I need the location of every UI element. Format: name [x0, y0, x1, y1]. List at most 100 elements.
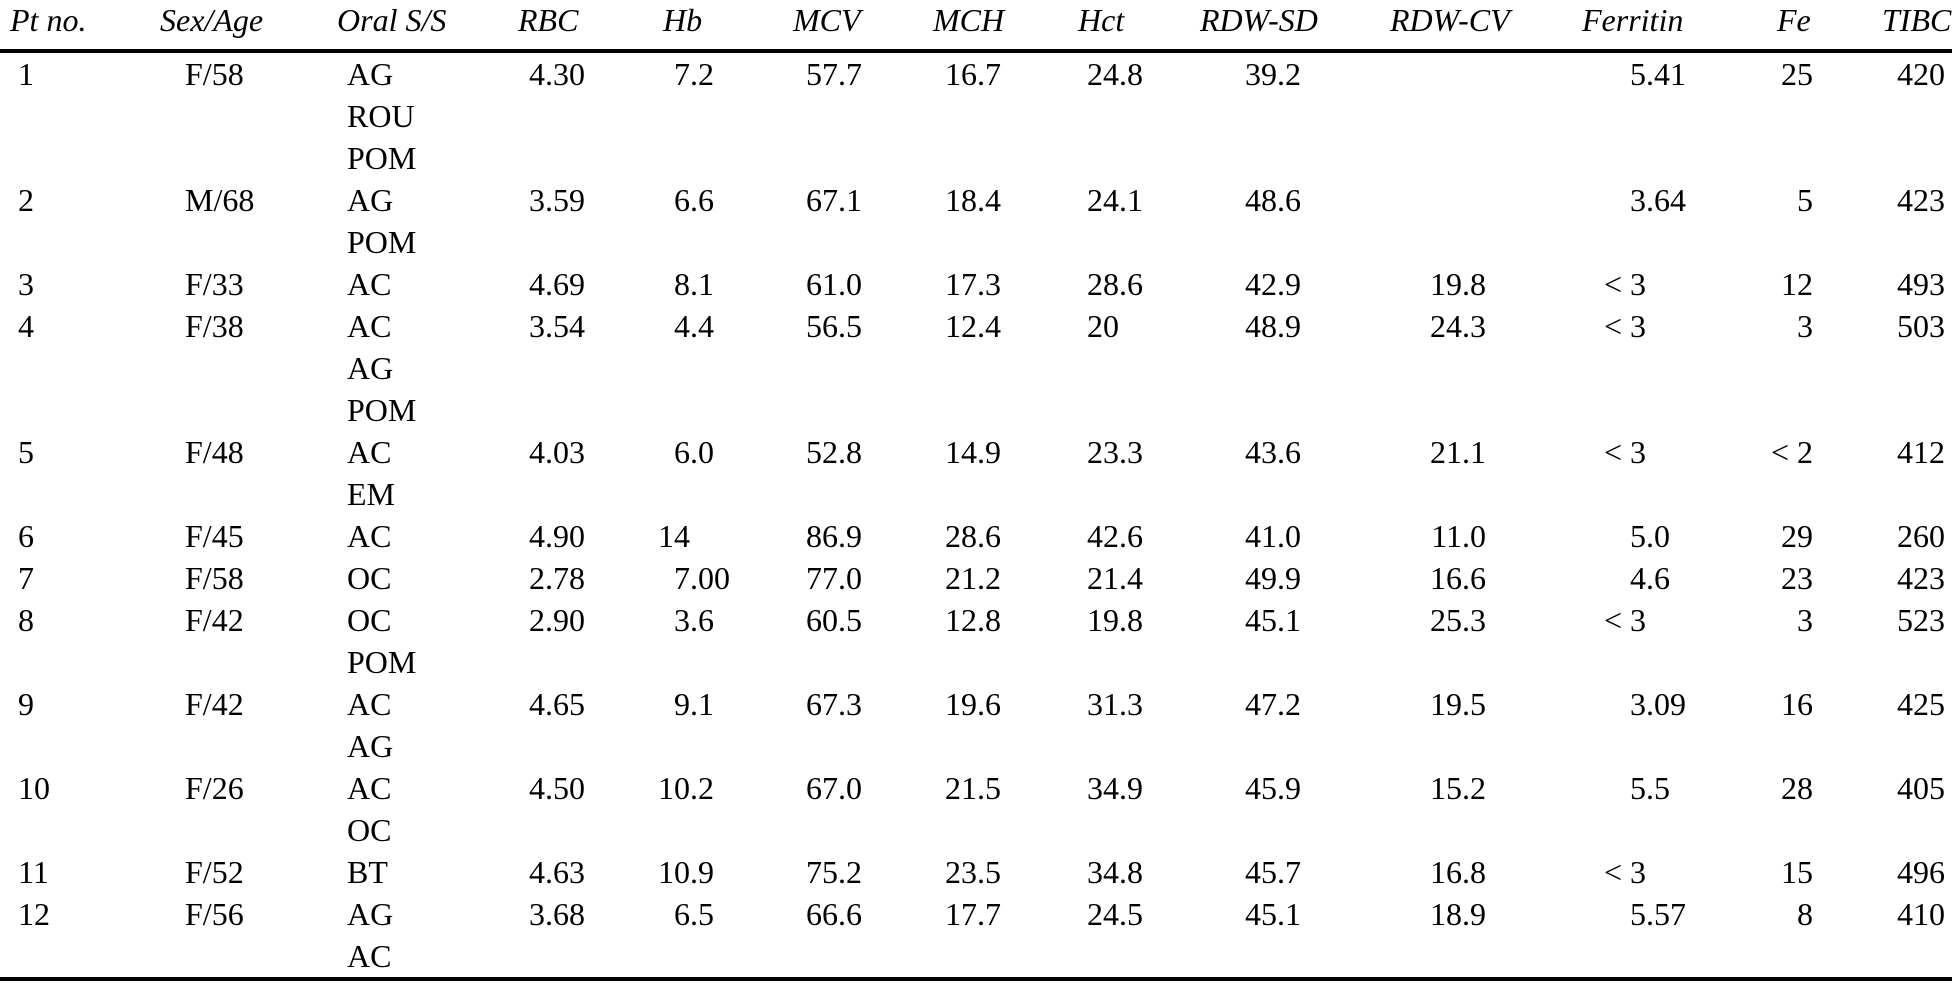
- cell-mcv: 57.7: [775, 51, 925, 179]
- integer-part: 77: [806, 560, 838, 596]
- cell-sexAge: F/42: [185, 686, 244, 722]
- cell-hct: 23.3: [1060, 431, 1180, 515]
- cell-oral: AC AG: [320, 683, 500, 767]
- fraction-part: .4: [690, 308, 714, 344]
- cell-ferritin: < 3: [1560, 263, 1720, 305]
- cell-oral: OC: [320, 557, 500, 599]
- cell-rdwcv: 25.3: [1375, 599, 1560, 683]
- integer-part: 42: [1245, 266, 1277, 302]
- integer-part: 5: [1630, 896, 1646, 932]
- cell-ferritin: < 3: [1560, 305, 1720, 431]
- integer-part: 15: [1781, 854, 1813, 890]
- fraction-part: .5: [690, 896, 714, 932]
- integer-part: 16: [1430, 854, 1462, 890]
- fraction-part: .6: [1277, 182, 1301, 218]
- column-header-hb: Hb: [640, 0, 775, 53]
- cell-hct: 19.8: [1060, 599, 1180, 683]
- table-row: 12 F/56 AG AC 3.68 6.5 66.6 17.7 24.5 45.1 18.9 5.5…: [0, 893, 1952, 979]
- integer-part: 23: [1781, 560, 1813, 596]
- fraction-part: .9: [1277, 560, 1301, 596]
- cell-hct: 21.4: [1060, 557, 1180, 599]
- oral-ss-line: OC: [347, 560, 392, 596]
- fraction-part: .1: [1462, 434, 1486, 470]
- integer-part: 423: [1897, 560, 1945, 596]
- cell-tibc: 420: [1830, 51, 1952, 179]
- cell-hct: 34.9: [1060, 767, 1180, 851]
- integer-part: 11: [1431, 518, 1462, 554]
- cell-mcv: 67.1: [775, 179, 925, 263]
- cell-hb: 4.4: [640, 305, 775, 431]
- integer-part: 4: [529, 266, 545, 302]
- fraction-part: .3: [1119, 686, 1143, 722]
- fraction-part: .4: [1119, 560, 1143, 596]
- cell-sexAge: F/58: [185, 560, 244, 596]
- cell-sexAge: F/58: [185, 56, 244, 92]
- cell-rdwsd: 48.9: [1180, 305, 1375, 431]
- fraction-part: .9: [1277, 770, 1301, 806]
- fraction-part: .1: [690, 686, 714, 722]
- cell-mcv: 67.3: [775, 683, 925, 767]
- cell-mch: 12.4: [925, 305, 1060, 431]
- cell-ferritin: 5.0: [1560, 515, 1720, 557]
- fraction-part: .1: [838, 182, 862, 218]
- fraction-part: .6: [1119, 518, 1143, 554]
- fraction-part: .9: [1277, 308, 1301, 344]
- cell-hb: 10.2: [640, 767, 775, 851]
- cell-mcv: 61.0: [775, 263, 925, 305]
- fraction-part: .7: [838, 56, 862, 92]
- integer-part: 34: [1087, 770, 1119, 806]
- integer-part: 4: [529, 518, 545, 554]
- integer-part: 45: [1245, 770, 1277, 806]
- integer-part: 5: [1630, 518, 1646, 554]
- oral-ss-line: OC: [347, 602, 392, 638]
- cell-rdwsd: 42.9: [1180, 263, 1375, 305]
- cell-sexAge: F/56: [185, 896, 244, 932]
- cell-rdwsd: 43.6: [1180, 431, 1375, 515]
- cell-rdwcv: 19.5: [1375, 683, 1560, 767]
- cell-tibc: 423: [1830, 557, 1952, 599]
- cell-oral: AG POM: [320, 179, 500, 263]
- cell-pt: 8: [18, 602, 34, 638]
- cell-mch: 18.4: [925, 179, 1060, 263]
- cell-hb: 6.5: [640, 893, 775, 979]
- cell-hct: 24.8: [1060, 51, 1180, 179]
- cell-rdwsd: 49.9: [1180, 557, 1375, 599]
- column-header-rbc: RBC: [500, 0, 640, 53]
- integer-part: < 3: [1603, 602, 1646, 638]
- integer-part: 7: [674, 560, 690, 596]
- cell-rdwcv: 16.6: [1375, 557, 1560, 599]
- cell-rbc: 4.03: [500, 431, 640, 515]
- cell-pt: 7: [18, 560, 34, 596]
- integer-part: 6: [674, 896, 690, 932]
- integer-part: 16: [945, 56, 977, 92]
- fraction-part: .5: [1646, 770, 1670, 806]
- integer-part: 3: [529, 896, 545, 932]
- cell-oral: AC OC: [320, 767, 500, 851]
- table-row: 7 F/58 OC 2.78 7.00 77.0 21.2 21.4 49.9 16.6 4.6 23…: [0, 557, 1952, 599]
- oral-ss-line: AG: [347, 182, 394, 218]
- cell-pt: 4: [18, 308, 34, 344]
- fraction-part: .30: [545, 56, 585, 92]
- integer-part: 423: [1897, 182, 1945, 218]
- cell-rbc: 4.30: [500, 51, 640, 179]
- cell-mcv: 67.0: [775, 767, 925, 851]
- integer-part: 3: [529, 308, 545, 344]
- cell-sexAge: M/68: [185, 182, 255, 218]
- column-header-oral: Oral S/S: [320, 0, 500, 53]
- fraction-part: .59: [545, 182, 585, 218]
- cell-pt: 6: [18, 518, 34, 554]
- integer-part: 8: [1797, 896, 1813, 932]
- integer-part: 60: [806, 602, 838, 638]
- integer-part: 42: [1087, 518, 1119, 554]
- cell-oral: AC AG POM: [320, 305, 500, 431]
- cell-mcv: 66.6: [775, 893, 925, 979]
- integer-part: 67: [806, 770, 838, 806]
- integer-part: 21: [945, 560, 977, 596]
- fraction-part: .8: [838, 434, 862, 470]
- cell-mch: 12.8: [925, 599, 1060, 683]
- cell-mcv: 52.8: [775, 431, 925, 515]
- fraction-part: .2: [1277, 56, 1301, 92]
- integer-part: 28: [945, 518, 977, 554]
- fraction-part: .68: [545, 896, 585, 932]
- cell-mcv: 77.0: [775, 557, 925, 599]
